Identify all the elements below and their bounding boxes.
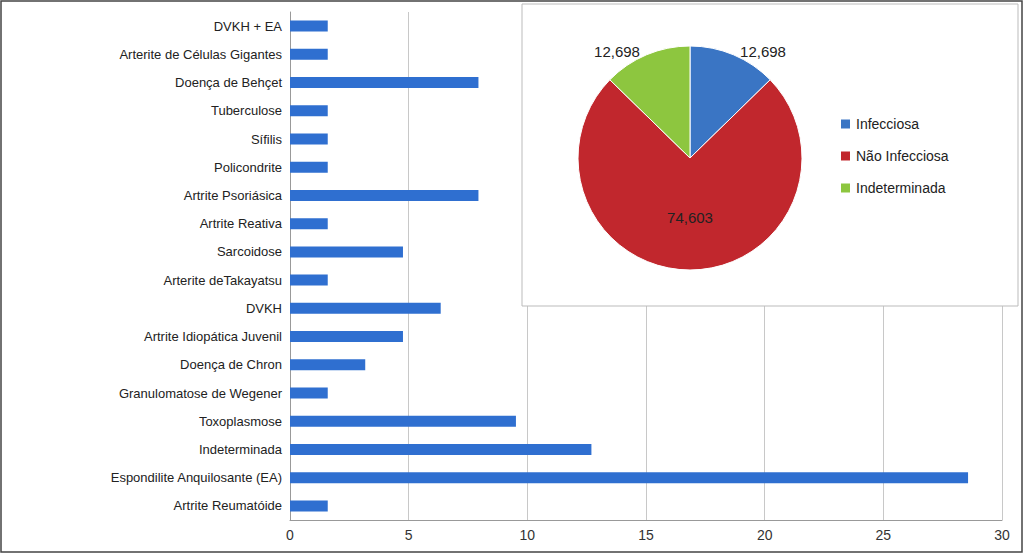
svg-text:0: 0 — [286, 527, 294, 543]
svg-text:Toxoplasmose: Toxoplasmose — [199, 414, 282, 429]
svg-text:10: 10 — [520, 527, 536, 543]
svg-text:15: 15 — [638, 527, 654, 543]
svg-text:5: 5 — [405, 527, 413, 543]
svg-text:20: 20 — [757, 527, 773, 543]
svg-text:Policondrite: Policondrite — [214, 160, 282, 175]
svg-text:Doença de Chron: Doença de Chron — [180, 357, 282, 372]
svg-text:Não Infecciosa: Não Infecciosa — [856, 148, 949, 164]
svg-text:DVKH: DVKH — [246, 301, 282, 316]
svg-text:25: 25 — [876, 527, 892, 543]
svg-text:Sífilis: Sífilis — [251, 132, 283, 147]
svg-text:Sarcoidose: Sarcoidose — [217, 244, 282, 259]
svg-text:DVKH + EA: DVKH + EA — [214, 19, 283, 34]
svg-text:Tuberculose: Tuberculose — [211, 103, 282, 118]
svg-text:Artrite Psoriásica: Artrite Psoriásica — [184, 188, 283, 203]
svg-text:12,698: 12,698 — [594, 43, 640, 60]
svg-text:Granulomatose de Wegener: Granulomatose de Wegener — [119, 386, 283, 401]
svg-text:Indeterminada: Indeterminada — [856, 180, 946, 196]
svg-text:30: 30 — [994, 527, 1010, 543]
svg-text:Doença de Behçet: Doença de Behçet — [175, 75, 282, 90]
svg-text:Infecciosa: Infecciosa — [856, 116, 919, 132]
svg-text:Indeterminada: Indeterminada — [199, 442, 283, 457]
svg-text:Artrite Idiopática Juvenil: Artrite Idiopática Juvenil — [144, 329, 282, 344]
svg-text:74,603: 74,603 — [667, 209, 713, 226]
svg-text:Arterite de Células Gigantes: Arterite de Células Gigantes — [119, 47, 282, 62]
svg-text:Arterite deTakayatsu: Arterite deTakayatsu — [163, 273, 282, 288]
svg-text:Artrite Reativa: Artrite Reativa — [200, 216, 283, 231]
svg-text:Artrite Reumatóide: Artrite Reumatóide — [174, 498, 282, 513]
svg-text:Espondilite Anquilosante (EA): Espondilite Anquilosante (EA) — [111, 470, 282, 485]
svg-text:12,698: 12,698 — [740, 43, 786, 60]
